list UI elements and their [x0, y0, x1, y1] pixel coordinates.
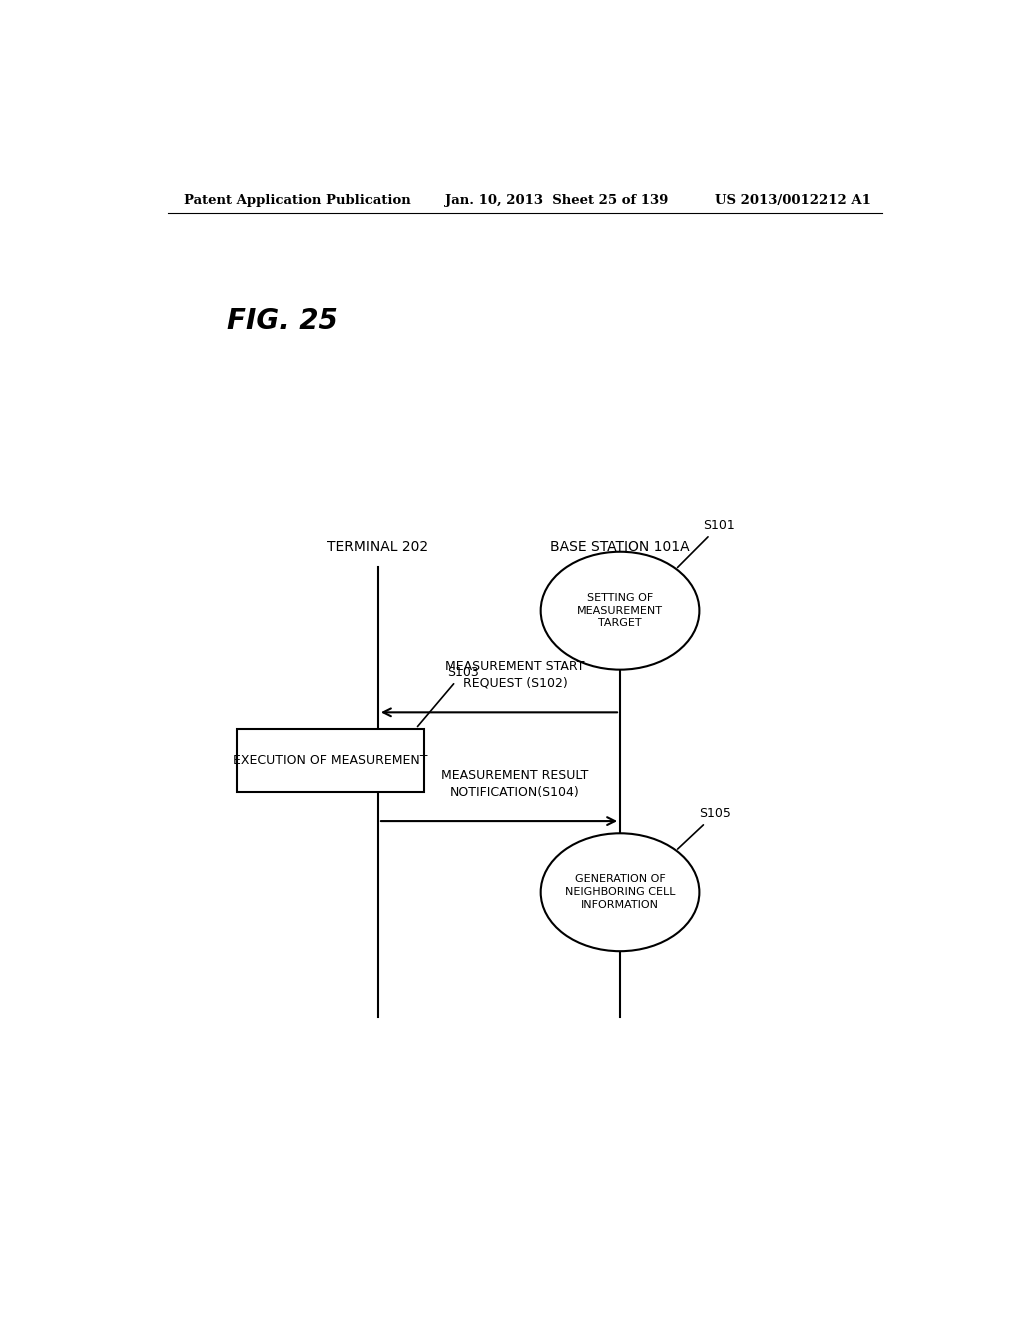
Ellipse shape: [541, 552, 699, 669]
Text: GENERATION OF
NEIGHBORING CELL
INFORMATION: GENERATION OF NEIGHBORING CELL INFORMATI…: [565, 874, 675, 909]
Text: US 2013/0012212 A1: US 2013/0012212 A1: [715, 194, 871, 206]
Text: S101: S101: [678, 519, 735, 568]
Ellipse shape: [541, 833, 699, 952]
Text: S105: S105: [678, 807, 731, 849]
Bar: [238, 729, 424, 792]
Text: EXECUTION OF MEASUREMENT: EXECUTION OF MEASUREMENT: [233, 754, 428, 767]
Text: Jan. 10, 2013  Sheet 25 of 139: Jan. 10, 2013 Sheet 25 of 139: [445, 194, 669, 206]
Text: TERMINAL 202: TERMINAL 202: [328, 540, 429, 553]
Text: BASE STATION 101A: BASE STATION 101A: [550, 540, 690, 553]
Text: Patent Application Publication: Patent Application Publication: [183, 194, 411, 206]
Text: MEASUREMENT RESULT
NOTIFICATION(S104): MEASUREMENT RESULT NOTIFICATION(S104): [441, 770, 589, 799]
Text: FIG. 25: FIG. 25: [227, 308, 338, 335]
Text: S103: S103: [418, 665, 479, 726]
Text: MEASUREMENT START
REQUEST (S102): MEASUREMENT START REQUEST (S102): [445, 660, 585, 690]
Text: SETTING OF
MEASUREMENT
TARGET: SETTING OF MEASUREMENT TARGET: [578, 593, 663, 628]
